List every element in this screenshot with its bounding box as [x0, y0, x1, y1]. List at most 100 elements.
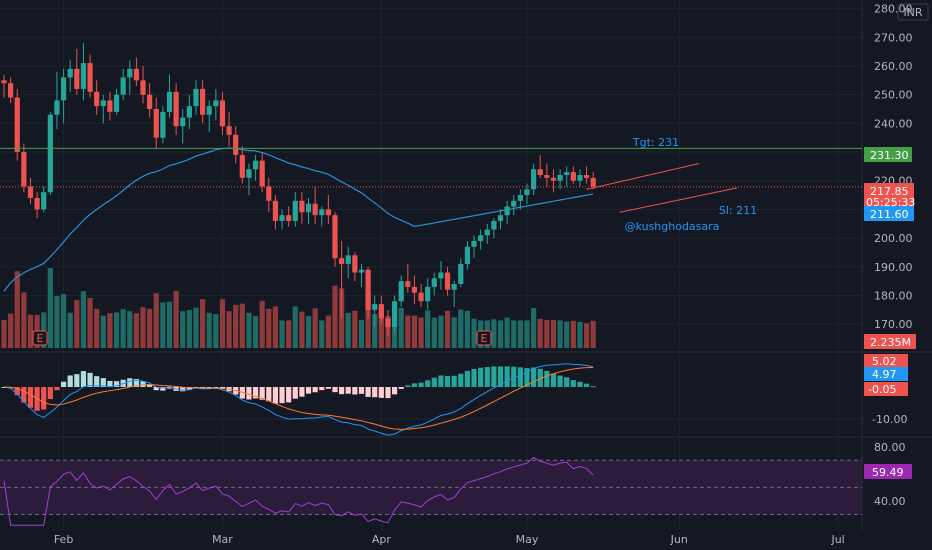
candle[interactable]: [524, 183, 530, 204]
candle[interactable]: [438, 261, 444, 290]
candle[interactable]: [405, 263, 411, 293]
candle[interactable]: [398, 275, 404, 307]
candle[interactable]: [431, 272, 437, 296]
earnings-marker[interactable]: E: [32, 330, 48, 346]
candle[interactable]: [332, 212, 338, 267]
candle[interactable]: [239, 146, 245, 184]
candle[interactable]: [531, 163, 537, 196]
candle[interactable]: [544, 163, 550, 187]
candle[interactable]: [21, 143, 27, 193]
candle[interactable]: [299, 192, 305, 224]
candle[interactable]: [87, 54, 93, 98]
candle[interactable]: [41, 186, 47, 213]
candle[interactable]: [425, 278, 431, 310]
candle[interactable]: [107, 91, 113, 121]
candle[interactable]: [80, 43, 87, 101]
time-axis[interactable]: Feb Mar Apr May Jun Jul: [54, 533, 845, 546]
candle[interactable]: [120, 68, 126, 101]
candle[interactable]: [478, 229, 484, 250]
candle[interactable]: [590, 172, 596, 190]
candle[interactable]: [54, 71, 60, 130]
candle[interactable]: [133, 57, 139, 87]
candle[interactable]: [570, 166, 576, 184]
candle[interactable]: [147, 83, 153, 118]
candle[interactable]: [319, 206, 325, 227]
candle[interactable]: [252, 154, 259, 181]
candle[interactable]: [365, 266, 371, 319]
candle[interactable]: [557, 169, 563, 190]
candle[interactable]: [127, 60, 133, 95]
candle[interactable]: [27, 177, 34, 204]
candle[interactable]: [325, 195, 331, 224]
candle[interactable]: [378, 295, 384, 325]
candle[interactable]: [537, 154, 543, 178]
candle[interactable]: [140, 65, 146, 104]
candle[interactable]: [213, 88, 219, 121]
candle[interactable]: [372, 295, 378, 328]
candle[interactable]: [266, 177, 272, 213]
earnings-marker[interactable]: E: [476, 330, 492, 346]
candles[interactable]: [1, 43, 596, 336]
candle[interactable]: [451, 281, 457, 307]
candle[interactable]: [1, 74, 7, 98]
candle[interactable]: [180, 109, 186, 144]
candle[interactable]: [200, 80, 206, 124]
volume-bar: [226, 311, 232, 348]
candle[interactable]: [113, 88, 120, 115]
candle[interactable]: [153, 97, 159, 150]
candle[interactable]: [484, 223, 490, 244]
candle[interactable]: [577, 169, 583, 187]
candle[interactable]: [339, 240, 345, 319]
candle[interactable]: [272, 195, 279, 230]
candle[interactable]: [246, 163, 252, 196]
candle[interactable]: [67, 60, 73, 92]
macd-histogram-bar: [504, 366, 510, 387]
candle[interactable]: [100, 94, 106, 124]
candle[interactable]: [550, 169, 557, 193]
candle[interactable]: [504, 200, 510, 224]
candle[interactable]: [418, 284, 424, 307]
candle[interactable]: [464, 240, 470, 270]
candle[interactable]: [564, 166, 570, 187]
candle[interactable]: [173, 83, 179, 135]
candle[interactable]: [206, 100, 212, 132]
candle[interactable]: [259, 152, 265, 193]
candle[interactable]: [352, 252, 358, 282]
candle[interactable]: [391, 295, 398, 333]
candle[interactable]: [160, 106, 166, 144]
candle[interactable]: [286, 206, 292, 227]
candle[interactable]: [166, 74, 173, 118]
candle[interactable]: [345, 246, 351, 279]
candle[interactable]: [186, 94, 192, 130]
candle[interactable]: [385, 309, 391, 336]
candle[interactable]: [60, 68, 67, 124]
candle[interactable]: [226, 111, 232, 147]
candle[interactable]: [583, 166, 590, 184]
candle[interactable]: [219, 91, 226, 135]
candle[interactable]: [74, 48, 80, 95]
candle[interactable]: [14, 88, 20, 161]
candle[interactable]: [8, 77, 14, 104]
candle[interactable]: [511, 195, 517, 216]
candle[interactable]: [358, 263, 365, 287]
price-tick-label: 270.00: [874, 31, 913, 44]
candle[interactable]: [491, 218, 497, 239]
volume-bar: [206, 312, 212, 348]
candle[interactable]: [497, 209, 504, 230]
candle[interactable]: [312, 186, 318, 224]
candle[interactable]: [34, 192, 40, 219]
candle[interactable]: [458, 258, 464, 287]
candle[interactable]: [411, 275, 418, 305]
candle[interactable]: [94, 80, 100, 115]
candle[interactable]: [471, 235, 477, 259]
candle[interactable]: [305, 197, 312, 224]
candle[interactable]: [233, 126, 239, 164]
candle[interactable]: [444, 266, 451, 296]
candle[interactable]: [193, 80, 199, 115]
candle[interactable]: [279, 209, 285, 230]
candle[interactable]: [47, 111, 53, 196]
candle[interactable]: [292, 192, 298, 227]
candle[interactable]: [517, 189, 523, 210]
